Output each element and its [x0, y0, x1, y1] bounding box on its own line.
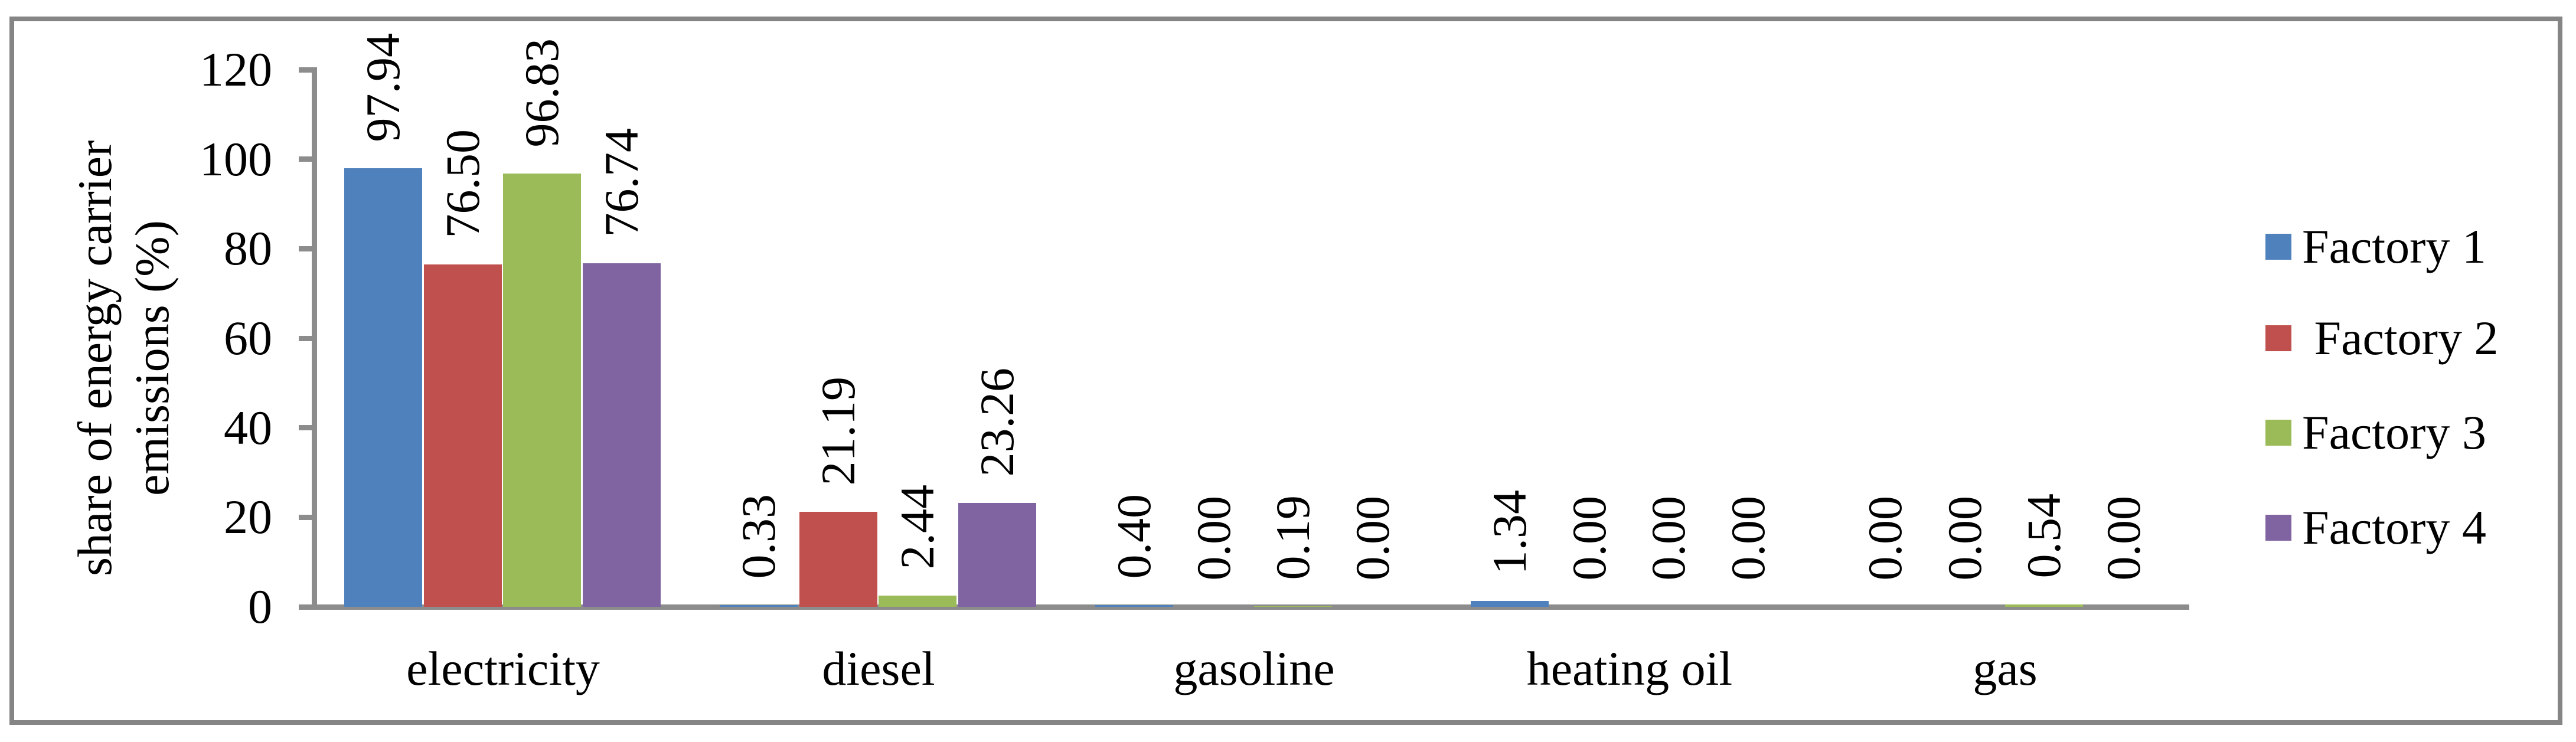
x-category-label: diesel [822, 642, 935, 695]
bar [503, 174, 581, 607]
y-tick-mark [299, 514, 312, 520]
bar [1095, 605, 1173, 607]
legend-label: Factory 1 [2302, 220, 2486, 273]
x-category-label: electricity [406, 642, 600, 695]
y-tick-mark [299, 425, 312, 431]
bar [799, 512, 877, 607]
figure-border [9, 17, 2562, 725]
y-tick-label: 60 [224, 311, 272, 365]
legend-item: Factory 1 [2265, 220, 2486, 273]
bar [1254, 606, 1332, 607]
y-tick-mark [299, 156, 312, 162]
bar-value-label: 1.34 [1483, 489, 1536, 575]
x-category-label: gas [1973, 642, 2038, 695]
legend-swatch [2265, 325, 2291, 351]
y-tick-label: 40 [224, 400, 272, 455]
bar-value-label: 0.00 [1720, 495, 1775, 581]
bar [958, 503, 1036, 607]
bar-value-label: 96.83 [515, 38, 569, 148]
bar-value-label: 0.00 [1641, 495, 1695, 581]
legend-swatch [2265, 515, 2291, 541]
y-tick-label: 120 [200, 43, 272, 96]
legend-item: Factory 3 [2265, 406, 2486, 459]
bar-value-label: 23.26 [969, 367, 1024, 477]
legend-swatch [2265, 420, 2291, 446]
bar-value-label: 0.54 [2017, 493, 2071, 578]
bar-value-label: 21.19 [811, 376, 865, 486]
bar [1471, 601, 1549, 607]
legend-label: Factory 4 [2302, 501, 2486, 554]
bar-value-label: 0.00 [1345, 495, 1399, 581]
bar [344, 168, 422, 607]
y-tick-label: 80 [224, 221, 272, 276]
bar [582, 263, 661, 607]
bar-value-label: 76.74 [594, 128, 648, 237]
bar-value-label: 0.33 [732, 493, 785, 579]
bar [879, 596, 956, 607]
bar [2005, 604, 2083, 607]
y-tick-mark [299, 604, 312, 610]
x-category-label: heating oil [1526, 642, 1733, 695]
y-tick-mark [299, 335, 312, 341]
y-tick-mark [299, 67, 312, 73]
bar-value-label: 97.94 [356, 32, 410, 142]
y-axis-line [312, 67, 317, 610]
bar-value-label: 0.40 [1107, 493, 1161, 579]
y-tick-label: 20 [224, 490, 272, 544]
bar-value-label: 0.00 [2096, 495, 2150, 581]
bar [423, 264, 502, 607]
bar [720, 605, 798, 607]
bar-value-label: 76.50 [435, 129, 489, 238]
bar-value-label: 0.00 [1562, 495, 1616, 581]
y-tick-label: 0 [248, 580, 272, 633]
legend-item: Factory 4 [2265, 501, 2486, 554]
bar-value-label: 2.44 [890, 484, 944, 570]
legend-label: Factory 2 [2302, 311, 2499, 365]
x-category-label: gasoline [1173, 642, 1335, 695]
bar-value-label: 0.00 [1937, 495, 1991, 581]
bar-value-label: 0.19 [1266, 495, 1320, 580]
y-tick-mark [299, 246, 312, 251]
legend-swatch [2265, 234, 2291, 260]
legend-item: Factory 2 [2265, 311, 2499, 365]
x-axis-line [312, 604, 2189, 610]
bar-value-label: 0.00 [1186, 495, 1240, 581]
y-tick-label: 100 [200, 132, 272, 186]
legend-label: Factory 3 [2302, 406, 2486, 459]
bar-value-label: 0.00 [1858, 495, 1912, 581]
